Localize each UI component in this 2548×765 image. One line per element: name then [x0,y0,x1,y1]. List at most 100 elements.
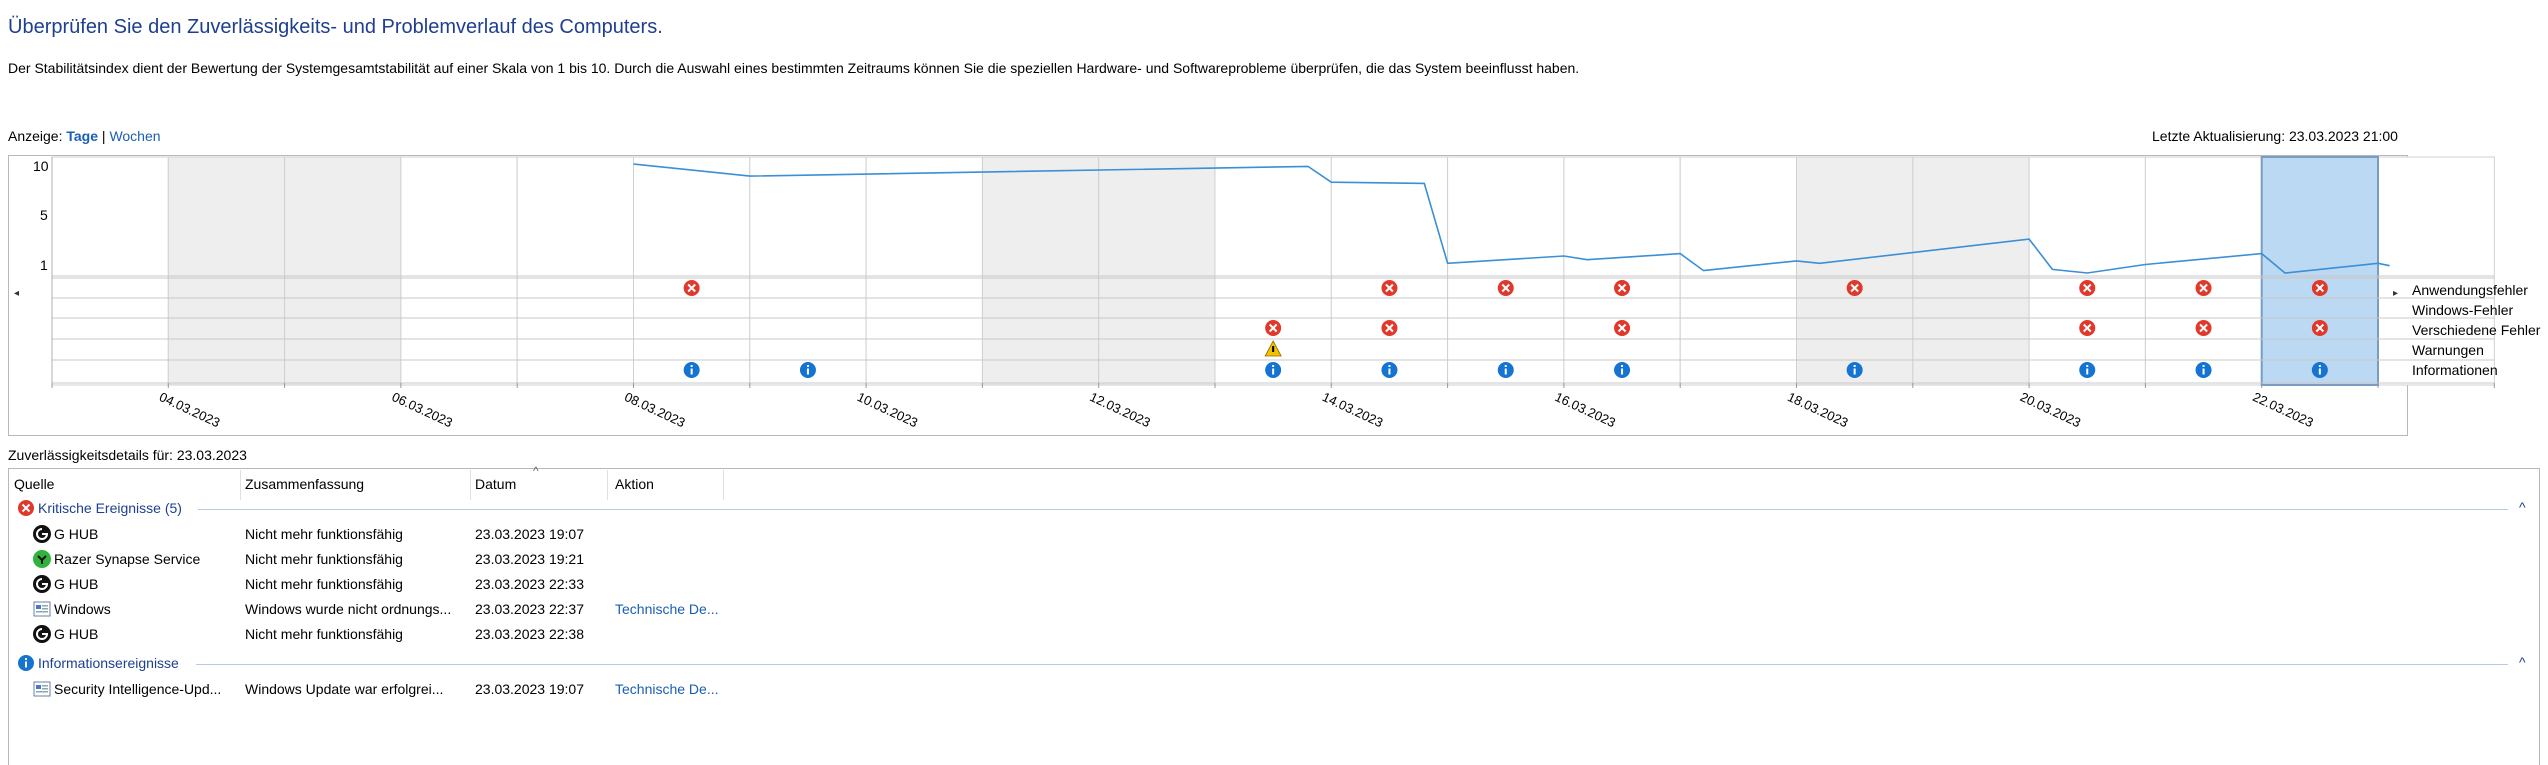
row-summary: Nicht mehr funktionsfähig [245,626,403,642]
column-header-action[interactable]: Aktion [615,476,654,492]
day-column[interactable] [51,156,169,386]
info-event-icon-stem [806,368,809,375]
column-header-date[interactable]: Datum [475,476,517,492]
collapse-info-button[interactable]: ^ [2519,654,2526,670]
row-date: 23.03.2023 22:37 [475,601,584,617]
info-event-icon-stem [1504,368,1507,375]
info-event-icon-dot [1272,365,1275,367]
sort-ascending-icon: ^ [533,464,539,478]
windows-app-icon [33,681,51,697]
day-column[interactable] [1796,156,1914,386]
row-summary: Nicht mehr funktionsfähig [245,551,403,567]
view-separator: | [101,128,106,144]
date-label: 16.03.2023 [1553,389,1618,430]
error-event-icon-cross [1617,323,1627,333]
row-source: G HUB [54,576,99,592]
day-column[interactable] [400,156,518,386]
collapse-critical-button[interactable]: ^ [2519,499,2526,515]
day-column[interactable] [1098,156,1216,386]
error-event-icon-cross [1385,323,1394,333]
info-event-icon-stem [1272,368,1275,375]
view-days-link[interactable]: Tage [66,128,99,144]
info-event-icon-dot [806,365,809,367]
group-critical-label: Kritische Ereignisse (5) [38,500,182,516]
row-date: 23.03.2023 22:38 [475,626,584,642]
technical-details-link[interactable]: Technische De... [615,601,719,617]
row-date: 23.03.2023 19:07 [475,681,584,697]
error-event-icon-cross [2083,323,2092,333]
day-column[interactable] [2377,156,2495,386]
row-summary: Nicht mehr funktionsfähig [245,576,403,592]
error-event-icon-cross [2199,283,2208,293]
reliability-chart[interactable]: 04.03.2023 06.03.2023 08.03.2023 10.03.2023… [0,0,2548,440]
info-event-icon-dot [1853,365,1856,367]
table-row[interactable]: G HUB Nicht mehr funktionsfähig 23.03.20… [0,524,2540,549]
day-column[interactable] [1912,156,2030,386]
day-column[interactable] [749,156,867,386]
warning-event-icon-mark [1272,346,1275,352]
row-label-windows-errors: Windows-Fehler [2412,302,2514,318]
ghub-icon [33,625,51,643]
day-column[interactable] [1330,156,1449,386]
day-column[interactable] [2028,156,2146,386]
error-event-icon-cross [2315,323,2325,333]
view-weeks-link[interactable]: Wochen [109,128,161,144]
table-row[interactable]: G HUB Nicht mehr funktionsfähig 23.03.20… [0,574,2540,599]
column-separator[interactable] [470,470,471,500]
table-row[interactable]: Windows Windows wurde nicht ordnungs... … [0,599,2540,624]
table-row[interactable]: Security Intelligence-Upd... Windows Upd… [0,679,2540,704]
day-column[interactable] [167,156,286,386]
date-label: 20.03.2023 [2018,389,2083,430]
date-label: 12.03.2023 [1087,389,1152,430]
row-label-misc-errors: Verschiedene Fehler [2412,322,2541,338]
column-separator[interactable] [607,470,608,500]
info-event-icon-dot [2202,365,2205,367]
error-event-icon-cross [1501,283,1510,293]
day-column[interactable] [284,156,402,386]
group-info-events[interactable]: Informationsereignisse [17,654,179,672]
error-event-icon-cross [1850,283,1859,293]
info-event-icon-stem [2086,368,2089,375]
day-column[interactable] [516,156,635,386]
view-prefix: Anzeige: [8,128,63,144]
date-label: 14.03.2023 [1320,389,1385,430]
day-column[interactable] [633,156,751,386]
page-title: Überprüfen Sie den Zuverlässigkeits- und… [8,16,663,38]
group-divider [198,509,2508,510]
row-source: G HUB [54,526,99,542]
critical-rows: G HUB Nicht mehr funktionsfähig 23.03.20… [0,524,2540,649]
day-column[interactable] [1447,156,1565,386]
info-event-icon-dot [1388,365,1391,367]
date-label: 04.03.2023 [157,389,222,430]
column-separator[interactable] [723,470,724,500]
day-column[interactable] [2144,156,2263,386]
column-separator[interactable] [240,470,241,500]
column-header-summary[interactable]: Zusammenfassung [245,476,365,492]
row-label-information: Informationen [2412,362,2498,378]
day-column[interactable] [865,156,983,386]
chart-scroll-right-button[interactable]: ▸ [2393,288,2399,299]
row-source: Security Intelligence-Upd... [54,681,222,697]
info-event-icon-stem [1388,368,1391,375]
day-column[interactable] [981,156,1100,386]
error-event-icon-cross [2315,283,2325,293]
page-description: Der Stabilitätsindex dient der Bewertung… [8,60,1580,76]
error-event-icon-cross [687,283,696,293]
error-icon [18,500,34,516]
chart-scroll-left-button[interactable]: ◂ [14,288,20,299]
day-column[interactable] [2261,156,2379,386]
group-info-label: Informationsereignisse [38,655,179,671]
group-critical-events[interactable]: Kritische Ereignisse (5) [17,499,182,517]
y-tick-1: 1 [40,257,48,273]
table-row[interactable]: G HUB Nicht mehr funktionsfähig 23.03.20… [0,624,2540,649]
details-table [8,468,2540,765]
info-event-icon-dot [2086,365,2089,367]
info-event-icon-stem [1853,368,1856,375]
table-row[interactable]: Razer Synapse Service Nicht mehr funktio… [0,549,2540,574]
row-source: Razer Synapse Service [54,551,201,567]
day-column[interactable] [1679,156,1797,386]
technical-details-link[interactable]: Technische De... [615,681,719,697]
info-event-icon-dot [690,365,693,367]
day-column[interactable] [1563,156,1681,386]
column-header-source[interactable]: Quelle [14,476,55,492]
